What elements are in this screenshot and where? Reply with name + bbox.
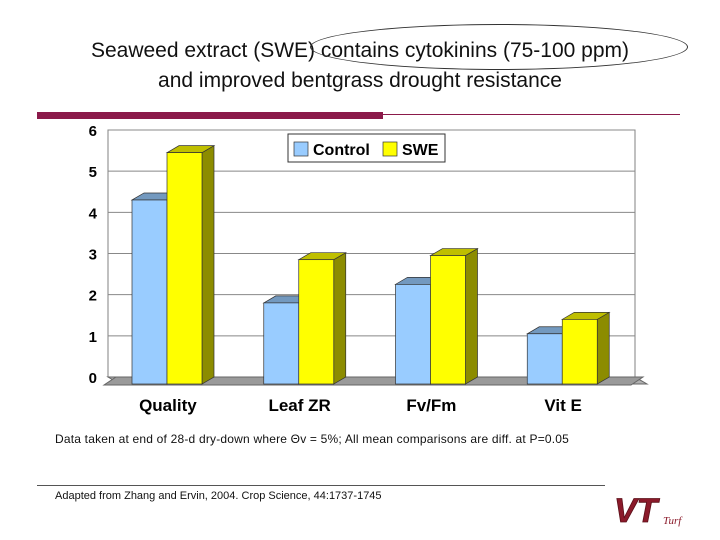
bar-chart: 0 1 2 3 4 5 6 Quality Leaf ZR Fv/Fm Vit E Control SW… (89, 123, 649, 415)
logo-turf-text: Turf (663, 515, 683, 527)
chart-floor-edge (102, 376, 645, 386)
legend-box (287, 133, 446, 163)
legend: Control SWE (287, 133, 446, 163)
x-tick-label: Vit E (544, 396, 581, 415)
bar-front (430, 255, 466, 385)
y-tick-label: 5 (89, 164, 97, 181)
vt-turf-logo: VT Turf (614, 492, 684, 528)
x-tick-label: Fv/Fm (406, 396, 456, 415)
bar-front (263, 302, 300, 385)
bar-front (131, 199, 168, 385)
bar-side (596, 311, 610, 385)
bar-side (465, 247, 478, 385)
x-tick-label: Quality (139, 396, 197, 415)
bar-front (166, 152, 203, 385)
source-rule (37, 485, 605, 486)
y-tick-label: 6 (89, 123, 97, 140)
bar-front (561, 319, 598, 385)
bar-swe-vit-e (560, 311, 611, 385)
y-tick-label: 0 (89, 370, 97, 387)
title-rule-thick (37, 112, 383, 119)
bar-front (526, 333, 563, 385)
legend-swatch (293, 141, 309, 157)
bar-front (298, 259, 335, 385)
y-tick-label: 3 (89, 247, 97, 264)
source-citation: Adapted from Zhang and Ervin, 2004. Crop… (55, 490, 382, 502)
bar-swe-quality (165, 145, 216, 385)
y-tick-label: 2 (89, 288, 97, 305)
bar-side (201, 145, 215, 385)
legend-label: SWE (402, 142, 439, 159)
title-line-2: and improved bentgrass drought resistanc… (158, 69, 562, 92)
x-tick-label: Leaf ZR (268, 396, 330, 415)
footnote: Data taken at end of 28-d dry-down where… (55, 432, 570, 446)
legend-label: Control (313, 142, 370, 159)
bar-swe-leaf-zr (297, 252, 348, 385)
bar-front (395, 284, 431, 385)
highlight-ellipse (310, 24, 688, 70)
legend-swatch (382, 141, 398, 157)
y-tick-label: 1 (89, 329, 97, 346)
logo-vt-text: VT (614, 492, 661, 528)
bar-side (333, 252, 347, 385)
bar-swe-fv-fm (429, 247, 479, 385)
title-rule-thin (383, 114, 680, 115)
y-tick-label: 4 (89, 205, 98, 222)
